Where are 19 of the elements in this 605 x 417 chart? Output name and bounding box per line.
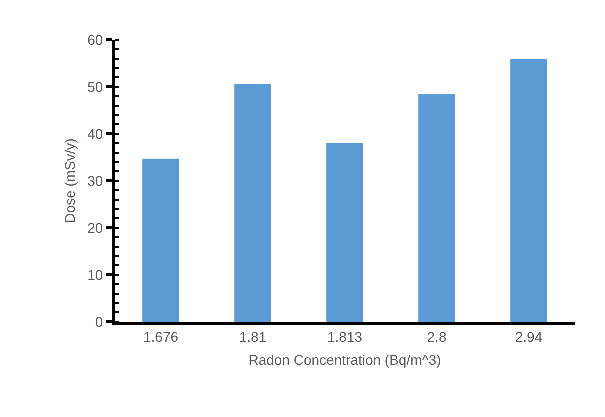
x-axis-title: Radon Concentration (Bq/m^3) — [248, 352, 442, 368]
bar — [326, 143, 364, 322]
y-tick-label: 0 — [95, 314, 104, 330]
bar — [510, 59, 548, 322]
y-tick-label: 60 — [88, 32, 104, 48]
x-tick-label: 1.676 — [143, 328, 179, 345]
y-tick-label: 10 — [88, 266, 104, 283]
x-tick-label: 2.94 — [515, 328, 543, 345]
y-tick-label: 30 — [88, 172, 104, 189]
y-tick-label: 40 — [88, 126, 104, 142]
bar — [234, 84, 272, 322]
x-tick-label: 1.813 — [327, 328, 363, 345]
bar — [418, 94, 456, 322]
y-tick-label: 20 — [88, 220, 104, 236]
x-tick-label: 1.81 — [239, 328, 267, 345]
x-tick-label: 2.8 — [427, 328, 447, 345]
y-tick-label: 50 — [88, 78, 104, 95]
y-axis-title: Dose (mSv/y) — [62, 138, 78, 224]
bar — [142, 158, 180, 322]
